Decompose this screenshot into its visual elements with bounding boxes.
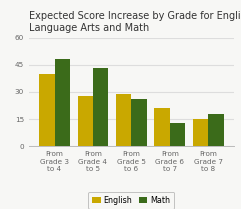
- Bar: [116, 94, 131, 146]
- Text: Expected Score Increase by Grade for English
Language Arts and Math: Expected Score Increase by Grade for Eng…: [29, 11, 241, 33]
- Bar: [131, 99, 147, 146]
- Bar: [170, 123, 185, 146]
- Bar: [54, 59, 70, 146]
- Bar: [193, 119, 208, 146]
- Bar: [208, 114, 223, 146]
- Bar: [78, 96, 93, 146]
- Bar: [154, 108, 170, 146]
- Bar: [39, 74, 54, 146]
- Bar: [93, 68, 108, 146]
- Legend: English, Math: English, Math: [88, 192, 174, 209]
